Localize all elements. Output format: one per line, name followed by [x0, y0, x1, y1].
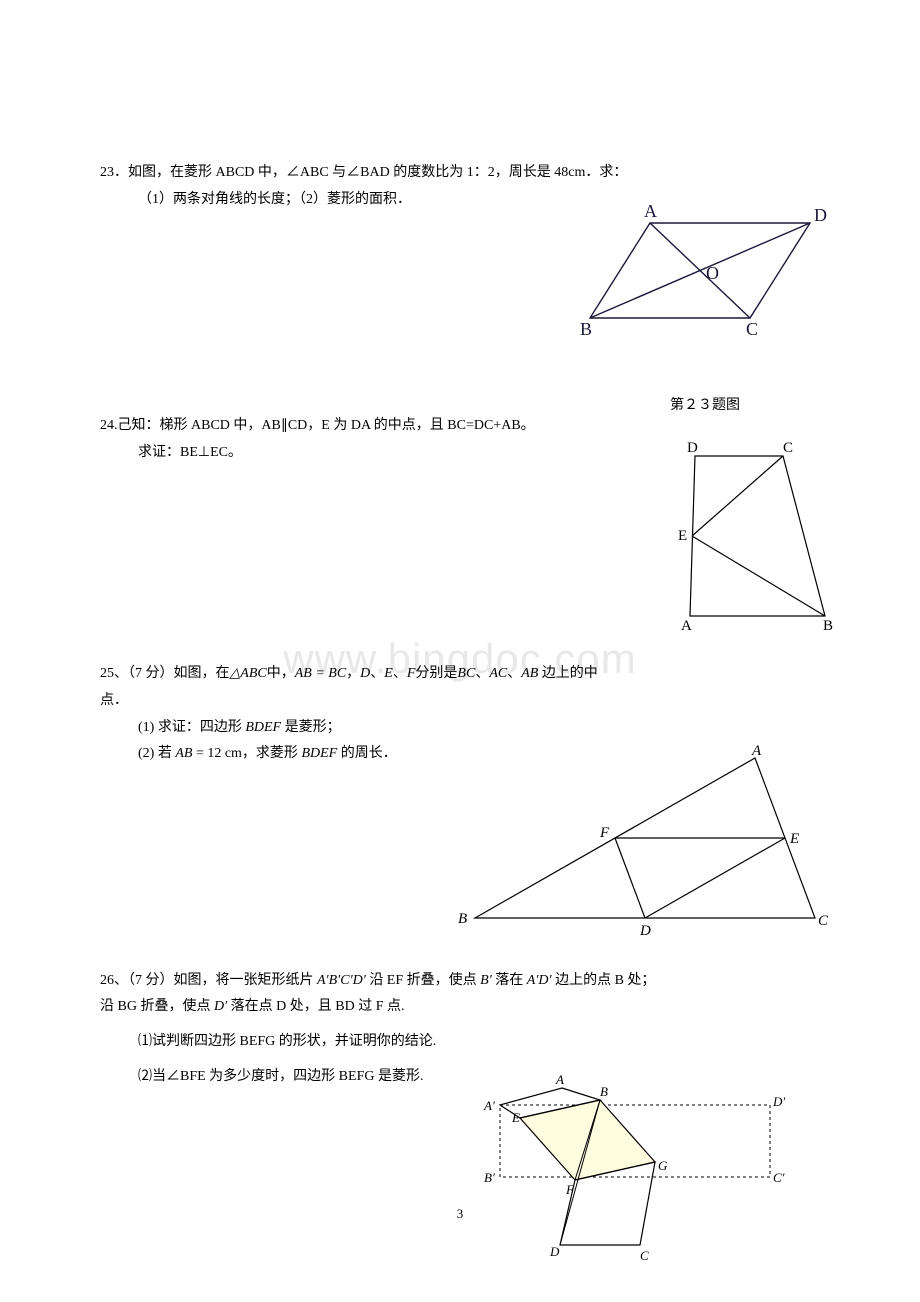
p24-figure: D C A B E [675, 436, 840, 636]
svg-text:F: F [599, 825, 610, 841]
svg-text:B: B [600, 1084, 608, 1099]
problem-24: 24.己知：梯形 ABCD 中，AB∥CD，E 为 DA 的中点，且 BC=DC… [100, 413, 820, 631]
p23-figure: A D B C O [570, 203, 840, 378]
svg-text:D′: D′ [772, 1094, 785, 1109]
problem-26: 26、（7 分）如图，将一张矩形纸片 A′B′C′D′ 沿 EF 折叠，使点 B… [100, 968, 820, 1280]
svg-text:D: D [687, 440, 698, 456]
svg-text:C: C [640, 1248, 649, 1263]
svg-text:B′: B′ [484, 1170, 495, 1185]
p23-line1: 23．如图，在菱形 ABCD 中，∠ABC 与∠BAD 的度数比为 1：2，周长… [100, 160, 820, 187]
problem-25: 25、（7 分）如图，在△ABC中，AB = BC，D、E、F分别是BC、AC、… [100, 661, 820, 937]
p25-line1: 25、（7 分）如图，在△ABC中，AB = BC，D、E、F分别是BC、AC、… [100, 661, 820, 688]
svg-text:B: B [458, 911, 467, 927]
svg-text:C: C [746, 319, 758, 339]
svg-text:A: A [751, 743, 762, 759]
svg-text:C: C [783, 440, 793, 456]
svg-text:B: B [823, 618, 833, 634]
svg-text:A′: A′ [483, 1098, 495, 1113]
problem-23: 23．如图，在菱形 ABCD 中，∠ABC 与∠BAD 的度数比为 1：2，周长… [100, 160, 820, 383]
p25-line3: (1) 求证：四边形 BDEF 是菱形； [100, 715, 820, 742]
svg-text:F: F [565, 1182, 575, 1197]
p26-figure: A B A′ D′ E B′ C′ F G D C [480, 1070, 790, 1280]
svg-text:D: D [549, 1244, 560, 1259]
p23-caption: 第２３题图 [570, 393, 840, 420]
svg-text:D: D [639, 923, 651, 939]
svg-text:C′: C′ [773, 1170, 785, 1185]
svg-text:A: A [681, 618, 692, 634]
svg-text:E: E [511, 1110, 520, 1125]
page-content: 23．如图，在菱形 ABCD 中，∠ABC 与∠BAD 的度数比为 1：2，周长… [100, 160, 820, 1280]
svg-text:B: B [580, 319, 592, 339]
svg-text:D: D [814, 205, 827, 225]
p26-line1: 26、（7 分）如图，将一张矩形纸片 A′B′C′D′ 沿 EF 折叠，使点 B… [100, 968, 820, 995]
svg-text:G: G [658, 1158, 668, 1173]
svg-text:E: E [789, 831, 799, 847]
svg-text:O: O [706, 263, 719, 283]
svg-text:E: E [678, 528, 687, 544]
svg-text:C: C [818, 913, 829, 929]
p25-line2: 点． [100, 688, 820, 715]
p26-line2: 沿 BG 折叠，使点 D′ 落在点 D 处，且 BD 过 F 点. [100, 994, 820, 1021]
svg-text:A: A [644, 203, 657, 221]
p26-line3: ⑴试判断四边形 BEFG 的形状，并证明你的结论. [100, 1029, 820, 1056]
p25-figure: A B C D E F [450, 743, 830, 943]
svg-text:A: A [555, 1072, 564, 1087]
